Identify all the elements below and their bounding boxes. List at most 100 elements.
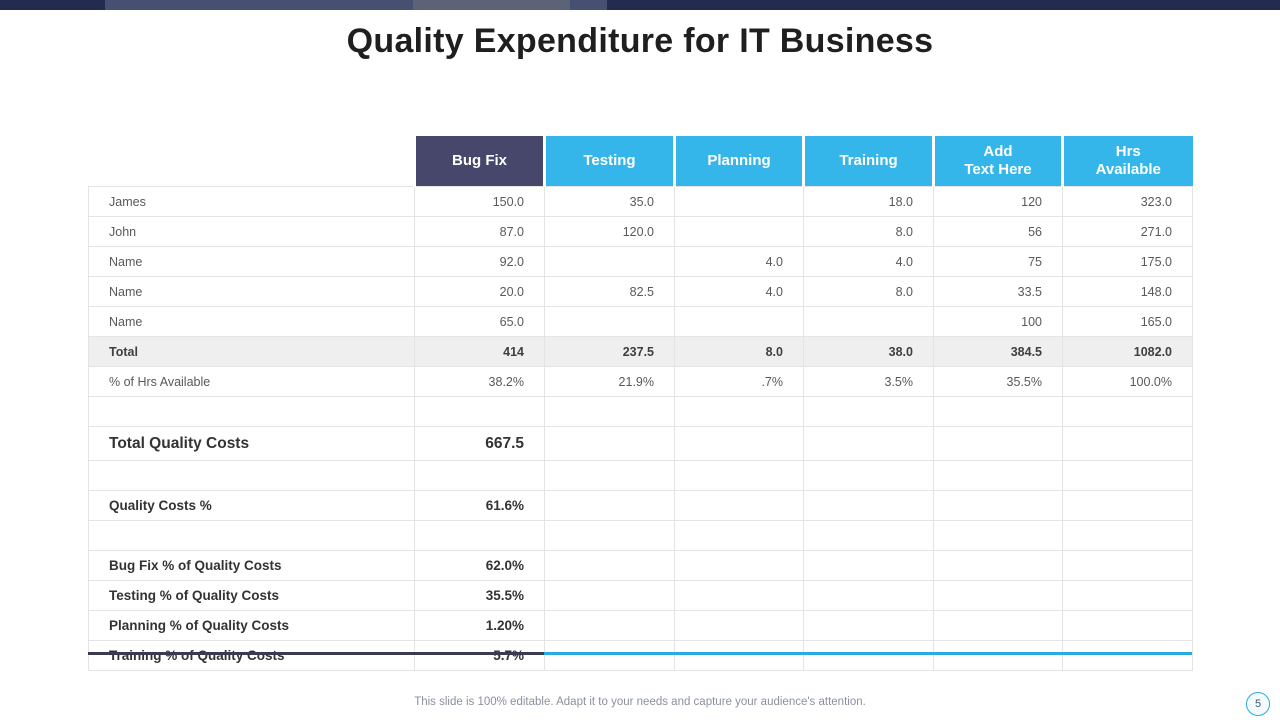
top-decoration-segment-2 <box>413 0 570 10</box>
value-cell: 150.0 <box>414 186 545 217</box>
value-cell: 21.9% <box>544 366 675 397</box>
row-label: Total <box>88 336 415 367</box>
summary-row-planning-of-quality-costs: Planning % of Quality Costs 1.20% <box>88 610 1193 641</box>
empty-cell <box>803 426 934 461</box>
value-cell: 38.0 <box>803 336 934 367</box>
empty-cell <box>1062 460 1193 491</box>
empty-cell <box>1062 640 1193 671</box>
empty-cell <box>674 490 804 521</box>
summary-label: Bug Fix % of Quality Costs <box>88 550 415 581</box>
empty-cell <box>933 396 1063 427</box>
empty-cell <box>1062 520 1193 551</box>
row-label: John <box>88 216 415 247</box>
value-cell: 100 <box>933 306 1063 337</box>
value-cell: 4.0 <box>803 246 934 277</box>
empty-cell <box>544 610 675 641</box>
value-cell: 237.5 <box>544 336 675 367</box>
empty-cell <box>544 426 675 461</box>
value-cell: 100.0% <box>1062 366 1193 397</box>
empty-cell <box>803 460 934 491</box>
summary-value: 35.5% <box>414 580 545 611</box>
summary-value <box>414 460 545 491</box>
value-cell: 8.0 <box>803 276 934 307</box>
empty-cell <box>544 396 675 427</box>
value-cell <box>674 306 804 337</box>
value-cell <box>544 246 675 277</box>
spacer-row <box>88 460 1193 491</box>
table-row-total: Total 414 237.5 8.0 38.0 384.5 1082.0 <box>88 336 1193 367</box>
top-decoration-segment-1 <box>105 0 607 10</box>
column-header-hrs-available: Hrs Available <box>1061 136 1193 187</box>
empty-cell <box>933 426 1063 461</box>
column-header-testing: Testing <box>543 136 675 187</box>
empty-cell <box>674 610 804 641</box>
empty-cell <box>1062 610 1193 641</box>
row-label: Name <box>88 246 415 277</box>
row-label: James <box>88 186 415 217</box>
table-bottom-border-blue <box>544 652 1192 655</box>
value-cell: 1082.0 <box>1062 336 1193 367</box>
empty-cell <box>803 580 934 611</box>
empty-cell <box>1062 550 1193 581</box>
quality-expenditure-table-container: Bug Fix Testing Planning Training Add Text H… <box>88 136 1193 671</box>
value-cell <box>674 216 804 247</box>
empty-cell <box>544 490 675 521</box>
summary-label: Planning % of Quality Costs <box>88 610 415 641</box>
value-cell: 148.0 <box>1062 276 1193 307</box>
empty-cell <box>803 640 934 671</box>
page-number-badge: 5 <box>1246 692 1270 716</box>
empty-cell <box>674 520 804 551</box>
summary-label <box>88 520 415 551</box>
empty-cell <box>803 610 934 641</box>
column-header-planning: Planning <box>673 136 804 187</box>
empty-cell <box>933 550 1063 581</box>
summary-label: Testing % of Quality Costs <box>88 580 415 611</box>
value-cell: 3.5% <box>803 366 934 397</box>
summary-label: Quality Costs % <box>88 490 415 521</box>
summary-row-total-quality-costs: Total Quality Costs 667.5 <box>88 426 1193 461</box>
value-cell <box>544 306 675 337</box>
table-row-name: Name 92.0 4.0 4.0 75 175.0 <box>88 246 1193 277</box>
empty-cell <box>674 396 804 427</box>
value-cell: 175.0 <box>1062 246 1193 277</box>
slide-title: Quality Expenditure for IT Business <box>346 22 934 60</box>
summary-label: Total Quality Costs <box>88 426 415 461</box>
summary-value <box>414 520 545 551</box>
value-cell: 65.0 <box>414 306 545 337</box>
value-cell: 82.5 <box>544 276 675 307</box>
value-cell: 4.0 <box>674 276 804 307</box>
value-cell: 87.0 <box>414 216 545 247</box>
empty-cell <box>544 520 675 551</box>
empty-cell <box>1062 490 1193 521</box>
summary-row-testing-of-quality-costs: Testing % of Quality Costs 35.5% <box>88 580 1193 611</box>
value-cell: 56 <box>933 216 1063 247</box>
empty-cell <box>1062 396 1193 427</box>
spacer-row <box>88 520 1193 551</box>
row-label: Name <box>88 306 415 337</box>
summary-value: 61.6% <box>414 490 545 521</box>
empty-cell <box>803 520 934 551</box>
value-cell: 33.5 <box>933 276 1063 307</box>
summary-value: 62.0% <box>414 550 545 581</box>
page-number: 5 <box>1254 698 1262 710</box>
empty-cell <box>933 490 1063 521</box>
empty-cell <box>933 460 1063 491</box>
table-header-row: Bug Fix Testing Planning Training Add Text H… <box>89 136 1193 187</box>
value-cell: 38.2% <box>414 366 545 397</box>
value-cell: 4.0 <box>674 246 804 277</box>
column-header-training: Training <box>802 136 934 187</box>
value-cell <box>674 186 804 217</box>
value-cell <box>803 306 934 337</box>
summary-value: 5.7% <box>414 640 545 671</box>
table-row-name: Name 20.0 82.5 4.0 8.0 33.5 148.0 <box>88 276 1193 307</box>
empty-cell <box>933 520 1063 551</box>
empty-cell <box>933 640 1063 671</box>
value-cell: 8.0 <box>674 336 804 367</box>
row-label: Name <box>88 276 415 307</box>
value-cell: 384.5 <box>933 336 1063 367</box>
value-cell: 35.5% <box>933 366 1063 397</box>
table-row-john: John 87.0 120.0 8.0 56 271.0 <box>88 216 1193 247</box>
empty-cell <box>674 640 804 671</box>
empty-cell <box>674 580 804 611</box>
value-cell: 75 <box>933 246 1063 277</box>
